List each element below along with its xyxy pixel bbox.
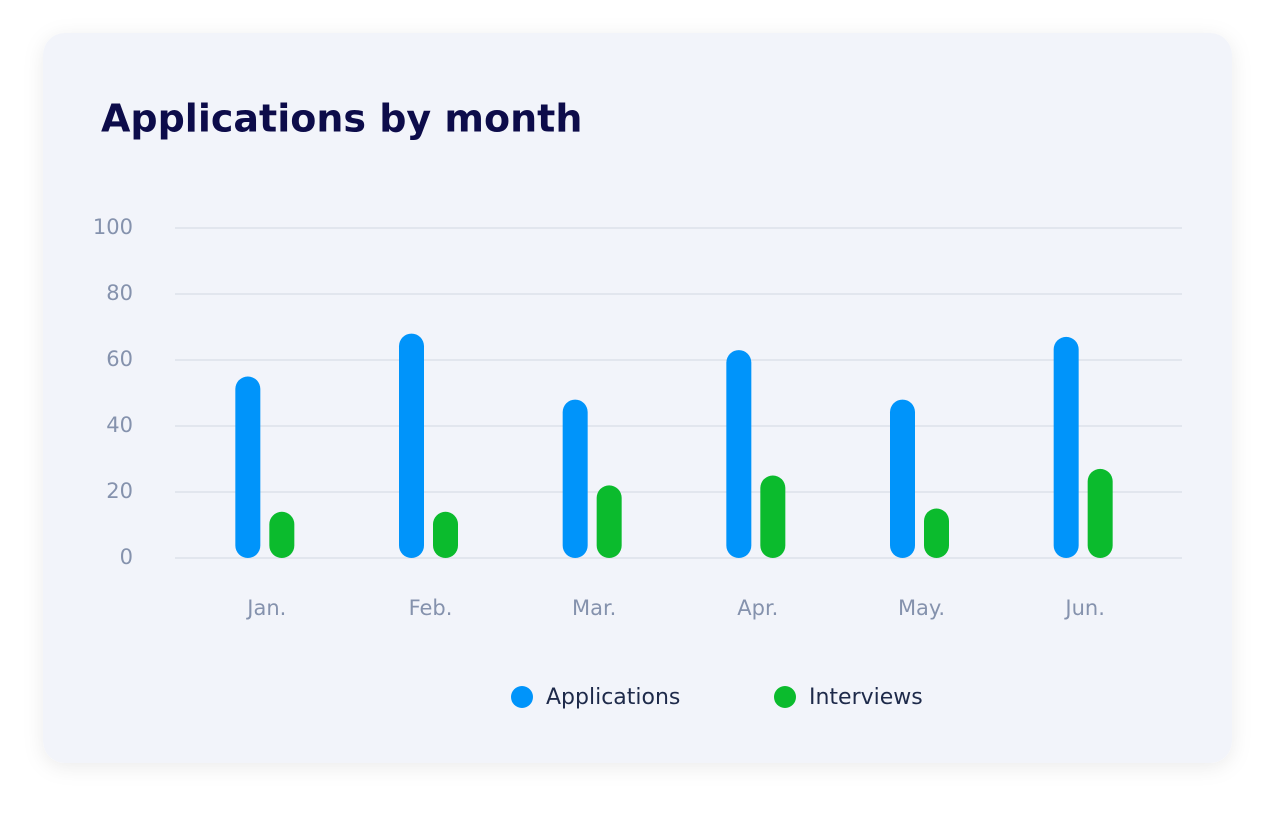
bar — [433, 511, 458, 558]
x-tick-label: Jan. — [245, 596, 286, 620]
bar — [1053, 336, 1079, 558]
legend-swatch — [511, 686, 533, 708]
bar — [269, 511, 295, 558]
y-tick-label: 100 — [93, 215, 133, 239]
bar — [562, 399, 588, 558]
x-tick-label: Apr. — [737, 596, 778, 620]
bar — [399, 333, 424, 558]
card — [43, 33, 1232, 763]
legend-swatch — [774, 686, 796, 708]
bar — [890, 399, 915, 558]
bar — [235, 376, 261, 558]
y-tick-label: 0 — [120, 545, 133, 569]
chart-title: Applications by month — [101, 97, 582, 141]
y-tick-label: 60 — [106, 347, 133, 371]
y-tick-label: 20 — [106, 479, 133, 503]
legend-label: Applications — [546, 685, 680, 710]
y-tick-label: 40 — [106, 413, 133, 437]
x-tick-label: Jun. — [1063, 596, 1105, 620]
x-tick-label: May. — [898, 596, 945, 620]
bar — [1087, 468, 1113, 558]
bar — [924, 508, 949, 558]
x-tick-label: Feb. — [409, 596, 453, 620]
bar — [726, 350, 752, 558]
bar — [596, 485, 622, 558]
x-tick-label: Mar. — [572, 596, 616, 620]
y-tick-label: 80 — [106, 281, 133, 305]
legend-label: Interviews — [809, 685, 923, 710]
bar — [760, 475, 786, 558]
